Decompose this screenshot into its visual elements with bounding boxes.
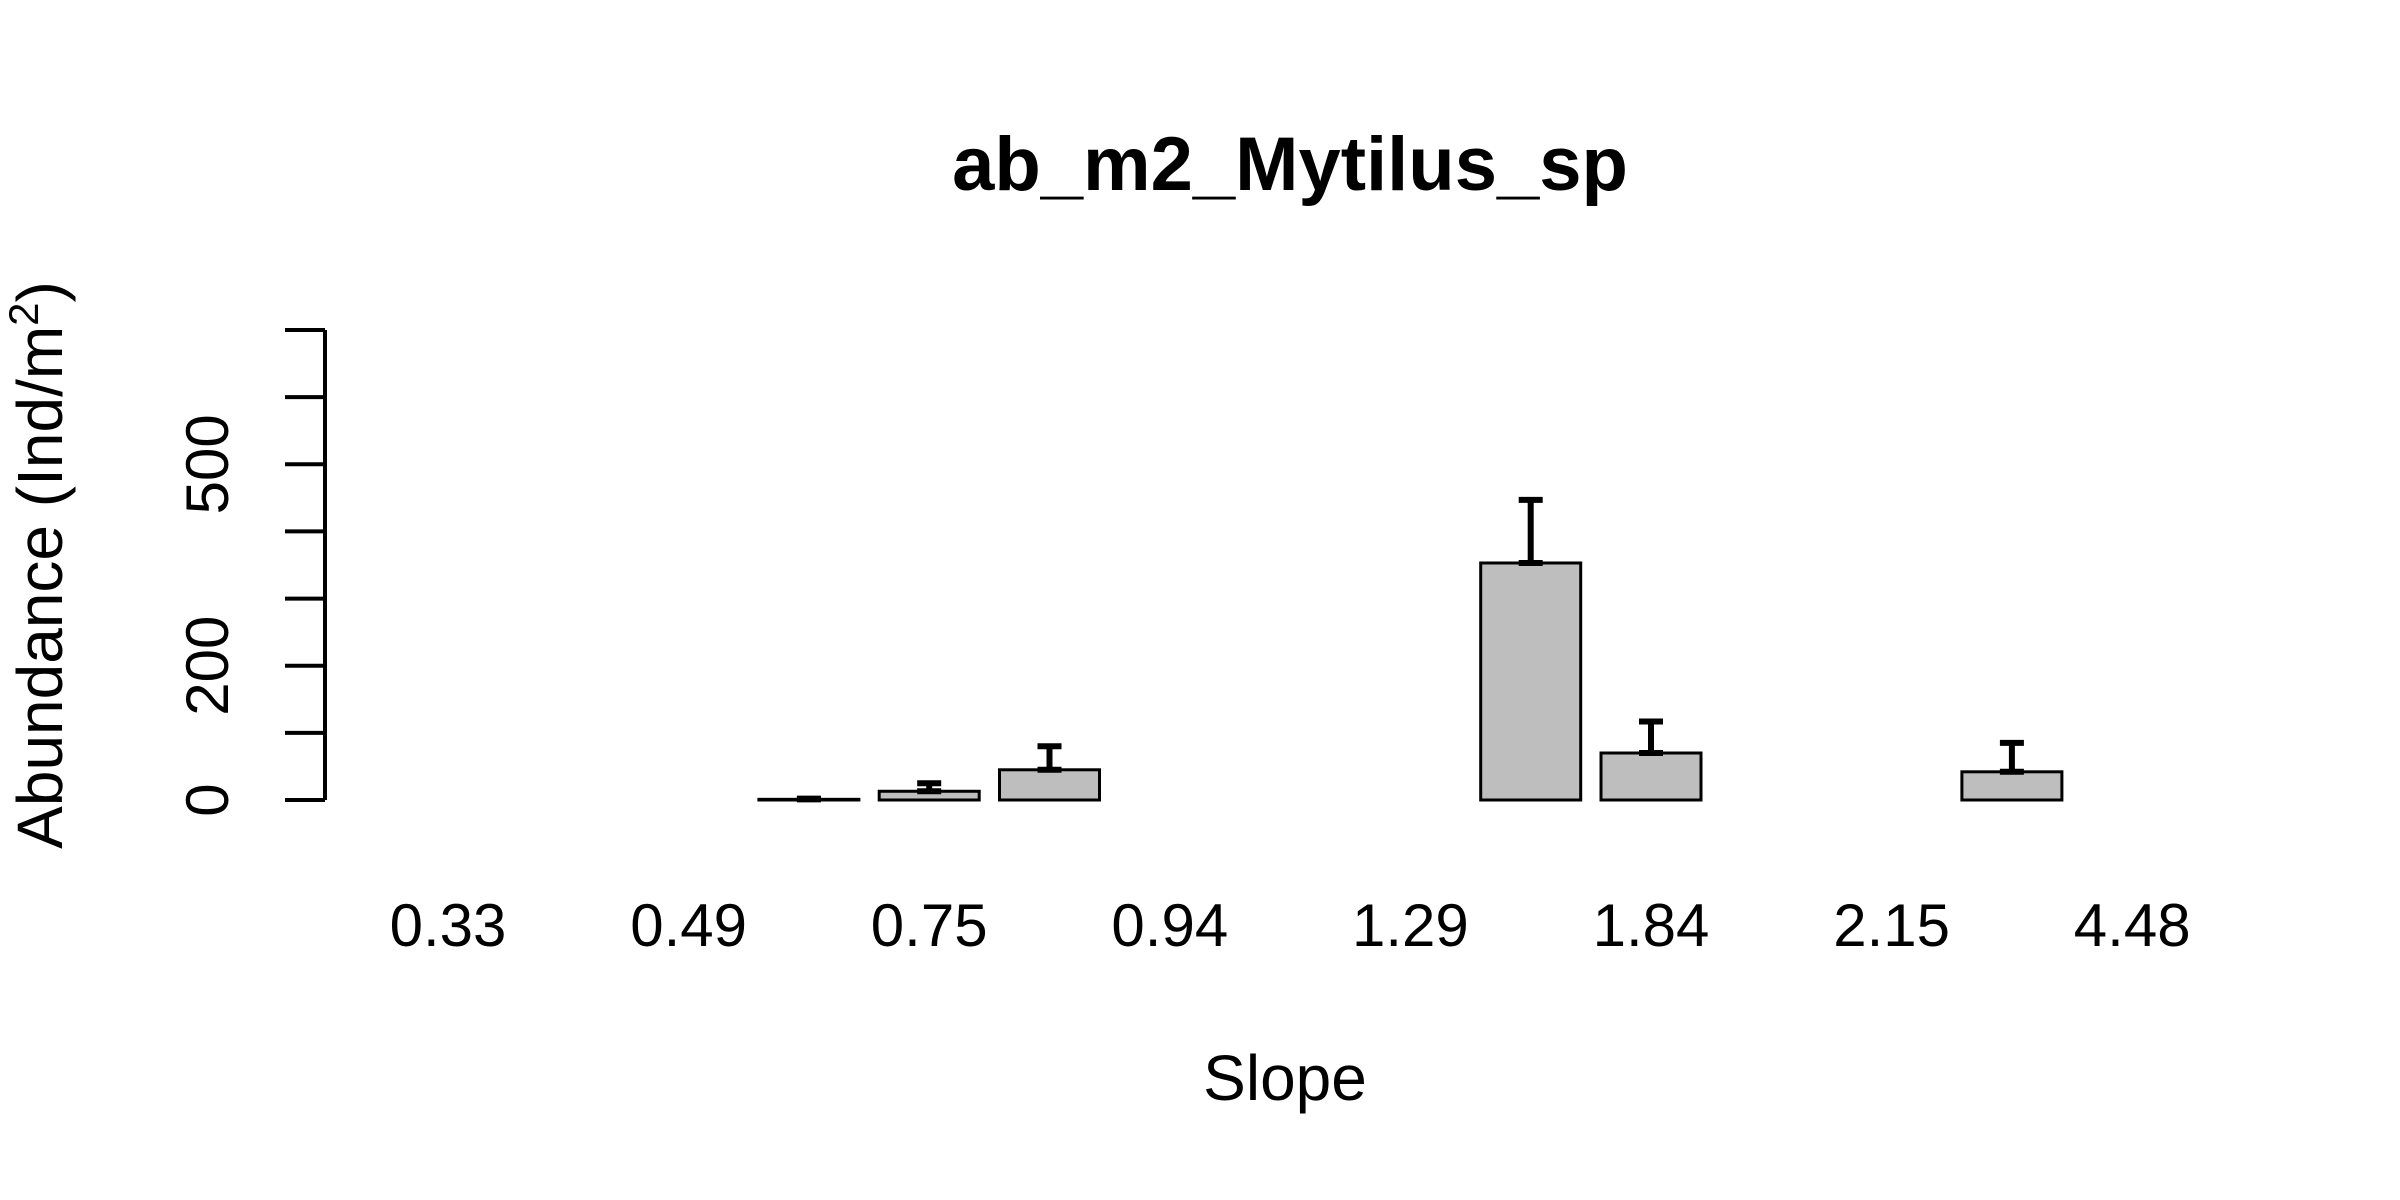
bar [1479, 561, 1583, 802]
bar [1960, 770, 2064, 802]
bar [998, 768, 1101, 802]
bar [1599, 751, 1703, 802]
x-tick-label: 1.84 [1593, 892, 1710, 959]
x-axis-title: Slope [1203, 1042, 1367, 1114]
y-axis-title: Abundance (Ind/m2) [0, 281, 76, 849]
x-tick-label: 0.49 [630, 892, 747, 959]
bars [757, 496, 2064, 803]
y-tick-label: 200 [174, 616, 241, 716]
x-tick-label: 2.15 [1833, 892, 1950, 959]
chart-title: ab_m2_Mytilus_sp [952, 122, 1628, 207]
x-tick-label: 0.33 [390, 892, 507, 959]
y-tick-label: 500 [174, 414, 241, 514]
y-tick-label: 0 [174, 783, 241, 816]
x-axis-tick-labels: 0.33 0.49 0.75 0.94 1.29 1.84 2.15 4.48 [390, 892, 2191, 959]
x-tick-label: 0.75 [871, 892, 988, 959]
x-tick-label: 1.29 [1352, 892, 1469, 959]
y-axis-title-main: Abundance (Ind/m [4, 326, 76, 849]
y-axis-title-superscript: 2 [0, 302, 47, 325]
x-tick-label: 4.48 [2074, 892, 2191, 959]
y-axis-title-close: ) [4, 281, 76, 302]
x-tick-label: 0.94 [1111, 892, 1228, 959]
y-axis: 0 200 500 [174, 328, 327, 817]
